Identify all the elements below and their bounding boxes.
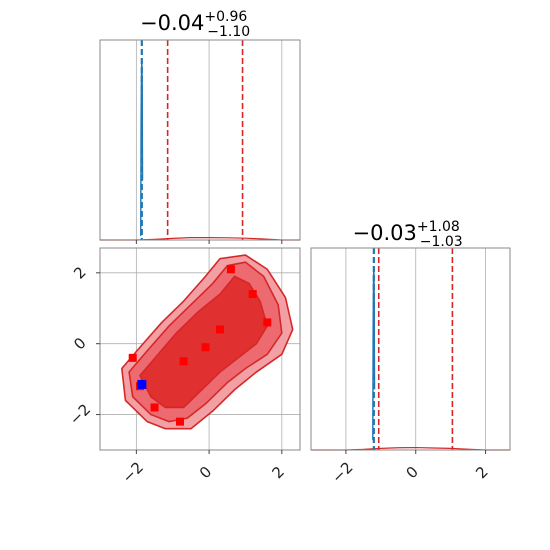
hist1-title-median: −0.04 [140, 11, 204, 35]
hist2-xtick-label-2: 2 [472, 463, 491, 482]
joint-xtick-label-2: 2 [269, 463, 288, 482]
joint-frame [99, 247, 301, 451]
hist2-frame [310, 247, 511, 451]
hist2-title-sup: +1.08 [417, 219, 460, 235]
hist2-xtick-label-1: 0 [402, 463, 421, 482]
joint-blue-marker [137, 379, 147, 389]
joint-ytick-label-0: −2 [66, 400, 94, 428]
hist2-title-median: −0.03 [353, 221, 417, 245]
joint-xtick-label-1: 0 [196, 463, 215, 482]
joint-red-marker-1 [226, 265, 235, 274]
joint-red-marker-7 [150, 403, 159, 412]
hist2-xtick-label-0: −2 [328, 458, 356, 486]
joint-xtick-label-0: −2 [119, 458, 147, 486]
hist2-title-sub: −1.03 [420, 234, 463, 250]
hist1-title-sub: −1.10 [207, 24, 250, 40]
joint-contours [121, 254, 294, 430]
joint-red-marker-2 [248, 290, 257, 299]
joint-red-marker-6 [179, 357, 188, 366]
joint-ytick-label-2: 2 [70, 263, 89, 282]
joint-ytick-label-1: 0 [70, 334, 89, 353]
joint-red-marker-4 [216, 325, 224, 334]
joint-red-marker-0 [128, 353, 137, 362]
joint-red-marker-5 [201, 343, 210, 352]
hist1-title: −0.04+0.96 −1.10 [140, 9, 250, 40]
joint-red-marker-3 [263, 318, 272, 327]
hist1-title-sup: +0.96 [204, 9, 247, 25]
hist1-frame [99, 39, 301, 241]
joint-red-marker-8 [176, 417, 184, 426]
hist2-title: −0.03+1.08 −1.03 [353, 219, 463, 250]
